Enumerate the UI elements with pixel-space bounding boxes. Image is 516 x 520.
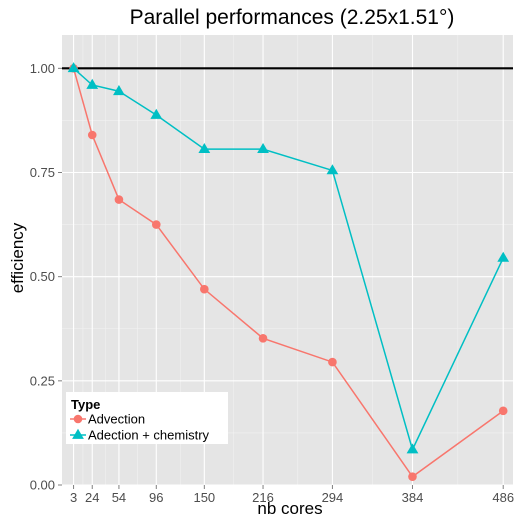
y-tick-label: 0.00	[30, 478, 55, 493]
legend-background	[66, 392, 228, 444]
y-axis-title: efficiency	[8, 222, 27, 293]
data-point	[328, 357, 337, 367]
legend-key-marker	[73, 414, 83, 424]
data-point	[257, 142, 269, 154]
series-adection-chemistry	[67, 62, 510, 454]
x-tick-label: 384	[402, 490, 424, 505]
data-point	[406, 443, 419, 454]
y-tick-label: 0.75	[30, 165, 55, 180]
legend-label: Advection	[88, 412, 145, 427]
legend-title: Type	[71, 397, 100, 412]
legend-key-marker	[72, 428, 84, 439]
data-point	[86, 78, 99, 89]
chart-title: Parallel performances (2.25x1.51°)	[130, 6, 455, 29]
y-tick-label: 0.50	[30, 269, 55, 284]
data-point	[200, 284, 209, 294]
data-point	[151, 220, 161, 229]
x-tick-label: 216	[252, 490, 274, 505]
data-point	[114, 195, 124, 204]
axes-ticks: 0.00 0.25 0.50 0.75 1.00 3 24 54 96 150 216 294 384 4…	[30, 61, 514, 505]
x-tick-label: 294	[322, 490, 344, 505]
data-point	[498, 406, 508, 416]
y-tick-label: 1.00	[30, 61, 55, 76]
legend-item: Adection + chemistry	[70, 428, 210, 443]
x-tick-label: 24	[85, 490, 99, 505]
x-tick-label: 54	[112, 490, 126, 505]
data-point	[87, 130, 97, 140]
data-point	[258, 334, 268, 343]
x-axis-title: nb cores	[257, 499, 322, 518]
data-point	[497, 251, 510, 262]
legend-item: Advection	[70, 412, 145, 427]
data-point	[67, 62, 80, 73]
data-point	[326, 164, 339, 175]
data-point	[198, 142, 211, 154]
data-point	[408, 472, 417, 481]
x-tick-label: 96	[149, 490, 163, 505]
series-group	[67, 62, 510, 481]
x-tick-label: 486	[492, 490, 514, 505]
x-tick-label: 3	[70, 490, 77, 505]
data-point	[113, 85, 125, 96]
x-tick-label: 150	[193, 490, 215, 505]
y-tick-label: 0.25	[30, 373, 55, 388]
series-advection	[69, 64, 508, 481]
data-point	[150, 108, 163, 119]
legend-label: Adection + chemistry	[88, 428, 210, 443]
